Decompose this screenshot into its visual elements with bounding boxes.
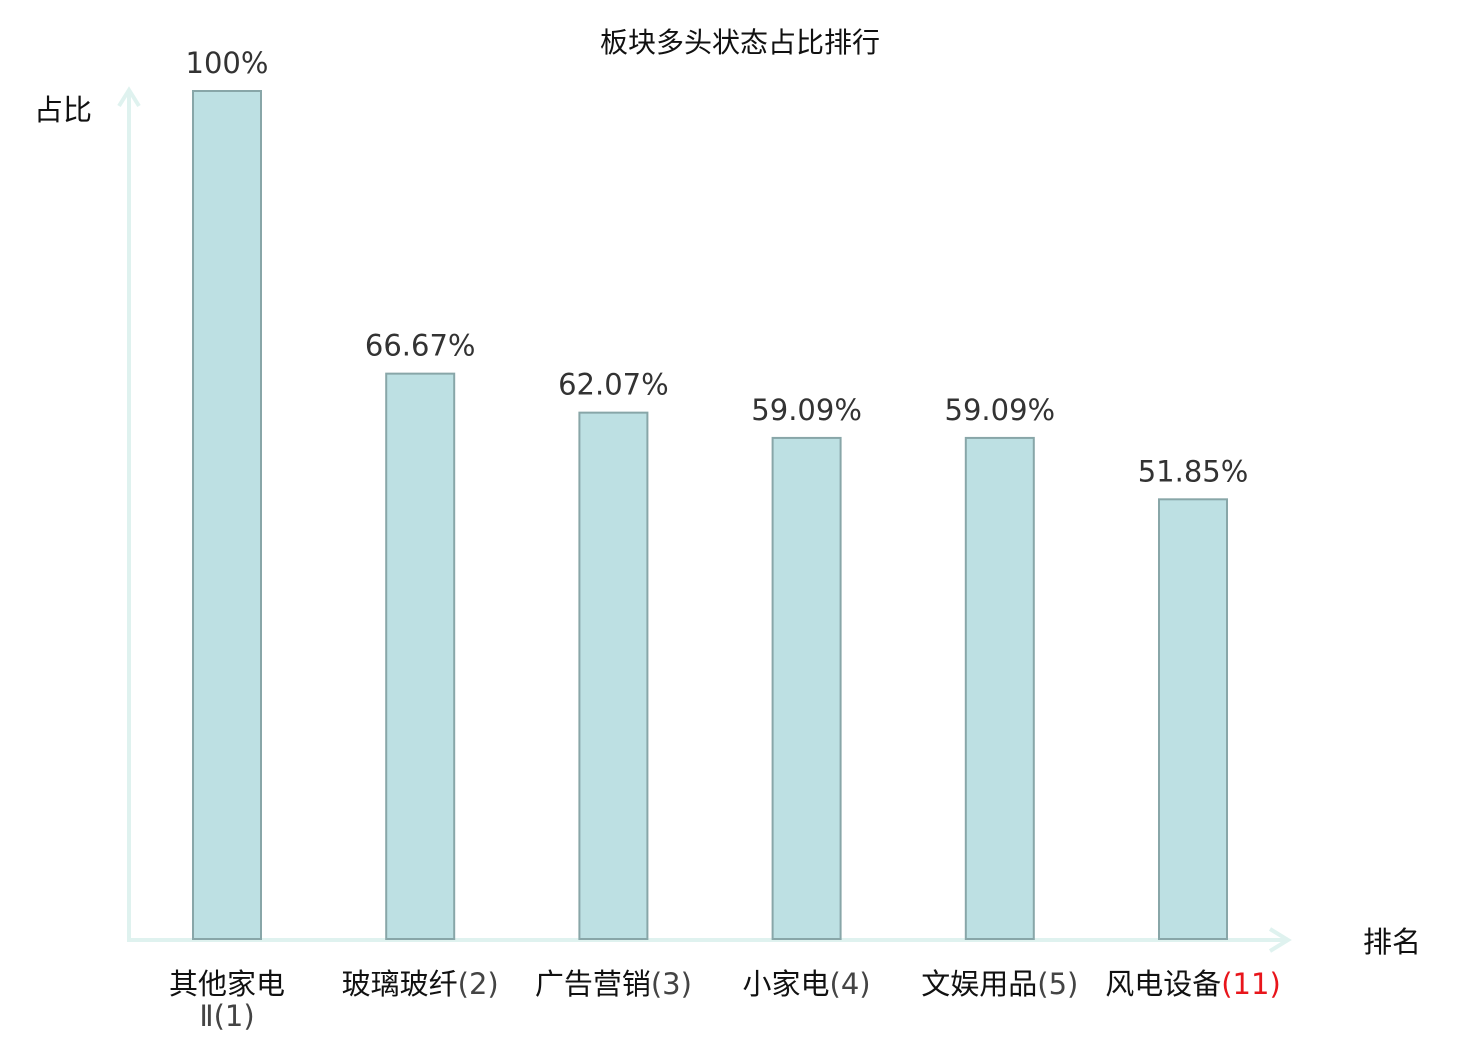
axes: [117, 86, 1292, 953]
bars: 100% 其他家电 Ⅱ(1) 66.67% 玻璃玻纤(2) 62.07% 广告营销(3) 59…: [169, 46, 1281, 1033]
bar: [1158, 498, 1228, 940]
bar: [192, 90, 262, 940]
chart-title: 板块多头状态占比排行: [600, 26, 880, 59]
x-tick-label: 其他家电 Ⅱ(1): [169, 967, 285, 1033]
bar: [578, 411, 649, 940]
data-label: 66.67%: [365, 329, 476, 363]
data-label: 59.09%: [945, 393, 1056, 427]
data-label: 51.85%: [1138, 454, 1249, 488]
y-axis-arrow-icon: [117, 86, 141, 108]
data-label: 62.07%: [558, 368, 669, 402]
data-label: 100%: [186, 46, 269, 80]
x-tick-label: 文娱用品(5): [921, 967, 1078, 1001]
bar: [771, 436, 842, 940]
data-label: 59.09%: [751, 393, 862, 427]
x-tick-label: 玻璃玻纤(2): [342, 967, 499, 1001]
x-axis-arrow-icon: [1268, 927, 1292, 953]
x-tick-label: 广告营销(3): [535, 967, 692, 1001]
bar: [964, 436, 1035, 940]
x-axis-label: 排名: [1363, 925, 1421, 959]
x-tick-label: 小家电(4): [743, 967, 871, 1001]
bar: [385, 372, 456, 940]
x-tick-label: 风电设备(11): [1105, 967, 1281, 1001]
y-axis-label: 占比: [34, 93, 92, 127]
